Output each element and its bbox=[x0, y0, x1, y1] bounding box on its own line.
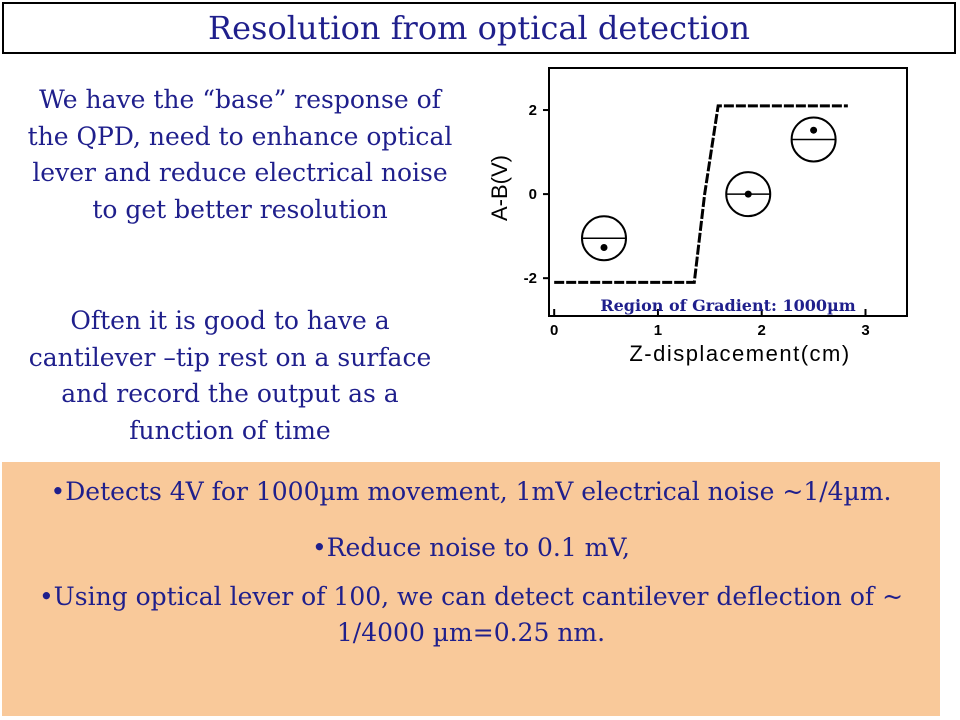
page-title: Resolution from optical detection bbox=[208, 9, 750, 47]
plot-frame bbox=[548, 67, 908, 317]
chart-svg: 0 1 2 3 2 0 -2 Region of Gradient: 1000µm Z-dis… bbox=[487, 67, 908, 366]
y-tick-label: 2 bbox=[529, 102, 537, 119]
paragraph-qpd-response: We have the “base” response of the QPD, … bbox=[27, 85, 453, 224]
bullet-noise: •Reduce noise to 0.1 mV, bbox=[311, 533, 631, 562]
x-tick-label: 3 bbox=[861, 322, 869, 339]
y-tick-label: -2 bbox=[524, 270, 537, 287]
paragraph-cantilever-tip: Often it is good to have a cantilever –t… bbox=[28, 306, 432, 445]
y-axis-label: A-B(V) bbox=[487, 155, 512, 221]
series-line bbox=[554, 104, 848, 284]
summary-box: •Detects 4V for 1000µm movement, 1mV ele… bbox=[2, 462, 940, 716]
x-tick-label: 2 bbox=[758, 322, 766, 339]
x-tick-label: 1 bbox=[654, 322, 662, 339]
laser-spot-icon bbox=[600, 243, 608, 251]
bullet-optical-lever: •Using optical lever of 100, we can dete… bbox=[38, 582, 904, 647]
x-tick-label: 0 bbox=[550, 322, 558, 339]
gradient-annotation: Region of Gradient: 1000µm bbox=[600, 296, 855, 315]
laser-spot-icon bbox=[744, 190, 752, 198]
bullet-detection: •Detects 4V for 1000µm movement, 1mV ele… bbox=[50, 477, 892, 506]
y-tick-label: 0 bbox=[529, 186, 537, 203]
x-axis-label: Z-displacement(cm) bbox=[629, 341, 850, 366]
title-box: Resolution from optical detection bbox=[2, 2, 956, 54]
chart: 0 1 2 3 2 0 -2 Region of Gradient: 1000µm Z-dis… bbox=[470, 58, 910, 368]
laser-spot-icon bbox=[810, 126, 818, 134]
